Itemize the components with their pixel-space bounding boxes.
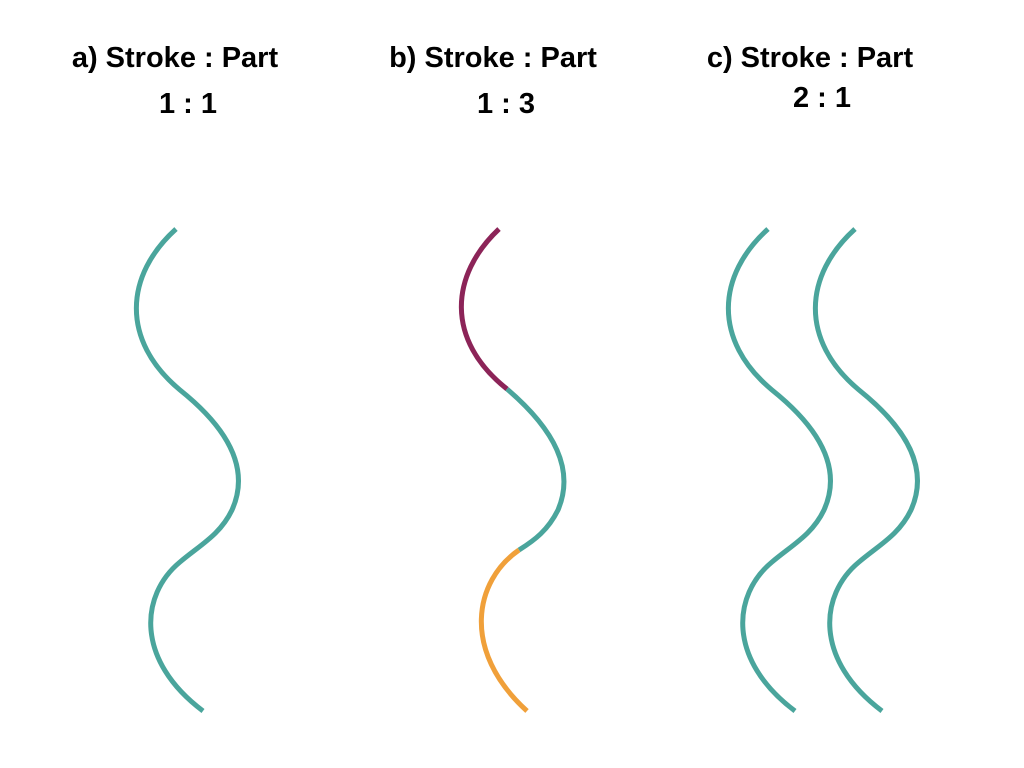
panel-c-stroke-2-part-1: [813, 227, 920, 713]
panel-a-title: a) Stroke : Part: [71, 42, 279, 74]
panel-a-ratio: 1 : 1: [158, 88, 218, 120]
panel-c-title: c) Stroke : Part: [706, 42, 914, 74]
panel-b-stroke-1-part-1: [458, 227, 509, 391]
panel-b-title: b) Stroke : Part: [389, 42, 597, 74]
panel-b-stroke-1-part-3: [478, 547, 529, 713]
panel-b-strokes: [458, 227, 567, 713]
panel-c-stroke-1-part-1: [726, 227, 833, 713]
panel-b-stroke-1-part-2: [505, 387, 567, 553]
panel-c-strokes: [726, 227, 920, 713]
panel-a-stroke-1-part-1: [134, 227, 241, 713]
panel-c-ratio: 2 : 1: [792, 82, 852, 114]
panel-a-strokes: [134, 227, 241, 713]
panel-b-ratio: 1 : 3: [476, 88, 536, 120]
